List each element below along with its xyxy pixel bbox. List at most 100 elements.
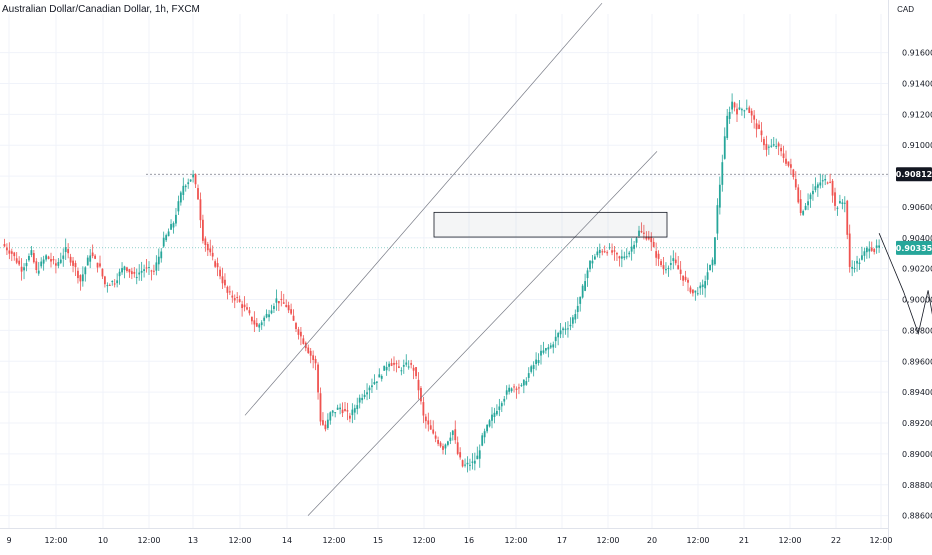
candle-body: [30, 250, 33, 256]
candle-body: [755, 123, 758, 130]
candle-body: [469, 464, 471, 466]
candle-body: [138, 272, 141, 275]
candle-body: [875, 245, 878, 249]
candle-body: [331, 410, 334, 413]
candle-body: [297, 329, 300, 335]
candle-body: [856, 260, 858, 264]
candle-body: [45, 255, 47, 260]
candle-body: [290, 309, 292, 314]
candle-body: [165, 235, 168, 241]
candle-body: [273, 306, 275, 310]
candle-body: [405, 362, 408, 365]
candle-body: [633, 244, 635, 249]
candle-body: [662, 265, 665, 270]
candle-body: [162, 237, 165, 247]
candle-body: [540, 350, 542, 356]
candle-body: [782, 153, 785, 159]
candle-body: [363, 394, 366, 398]
candle-body: [280, 298, 283, 300]
candle-body: [696, 293, 699, 295]
candle-body: [451, 430, 454, 435]
candle-body: [669, 263, 672, 265]
candle-body: [388, 363, 390, 367]
candle-body: [505, 390, 508, 395]
candle-body: [390, 363, 393, 366]
candle-body: [461, 460, 464, 467]
candle-body: [836, 207, 839, 209]
candle-body: [738, 107, 741, 110]
candle-body: [809, 194, 812, 200]
candle-body: [594, 256, 596, 260]
candle-body: [447, 441, 449, 445]
candle-body: [177, 201, 180, 212]
candle-body: [861, 255, 863, 260]
candle-body: [760, 130, 763, 136]
y-tick-label: 0.88800: [902, 481, 932, 490]
candle-body: [829, 181, 831, 183]
candle-body: [175, 214, 177, 224]
candle-body: [412, 367, 415, 371]
candle-body: [336, 407, 339, 410]
candle-body: [618, 256, 621, 259]
candle-body: [873, 249, 876, 252]
candle-body: [248, 310, 251, 314]
candle-body: [878, 245, 880, 248]
candle-body: [251, 316, 253, 322]
candle-body: [699, 285, 702, 289]
y-tick-label: 0.90000: [902, 296, 932, 305]
candle-body: [219, 269, 221, 277]
candle-body: [843, 202, 846, 204]
candle-body: [50, 259, 52, 262]
channel-upper-line: [244, 2, 603, 416]
candle-body: [748, 107, 751, 113]
candle-body: [424, 416, 427, 422]
candle-body: [420, 387, 422, 402]
candle-body: [317, 364, 319, 393]
candle-body: [584, 281, 586, 291]
candle-body: [380, 375, 383, 379]
x-tick-label: 20: [647, 536, 657, 545]
candle-body: [527, 373, 530, 378]
candle-body: [81, 274, 84, 282]
candle-body: [375, 381, 378, 383]
candle-body: [792, 169, 795, 178]
candle-body: [128, 269, 131, 273]
candle-body: [118, 271, 121, 277]
candle-body: [716, 205, 719, 234]
candle-body: [812, 190, 814, 195]
candle-body: [211, 252, 214, 257]
candle-body: [731, 101, 733, 110]
candle-body: [581, 285, 584, 298]
candle-body: [42, 259, 45, 264]
candle-body: [623, 256, 626, 259]
candle-body: [429, 425, 432, 430]
candle-body: [574, 314, 577, 320]
candle-body: [15, 258, 18, 263]
candle-body: [478, 450, 481, 459]
candle-body: [361, 397, 364, 401]
candle-body: [351, 409, 354, 416]
candle-body: [373, 382, 376, 385]
candle-body: [300, 331, 302, 337]
candle-body: [189, 179, 192, 182]
candle-body: [106, 285, 109, 287]
candle-body: [616, 252, 618, 255]
candle-body: [287, 305, 290, 311]
candle-body: [270, 310, 273, 314]
candle-body: [711, 259, 714, 266]
candle-body: [652, 241, 655, 247]
candle-body: [133, 271, 136, 274]
candle-body: [767, 146, 770, 148]
candle-body: [334, 412, 337, 414]
candle-body: [701, 284, 704, 287]
candle-body: [216, 263, 219, 268]
candle-body: [47, 256, 50, 259]
candle-body: [863, 251, 866, 256]
candle-body: [238, 299, 241, 302]
candle-body: [341, 409, 344, 414]
candle-body: [324, 424, 327, 430]
candle-body: [153, 270, 155, 272]
candle-body: [790, 164, 792, 168]
